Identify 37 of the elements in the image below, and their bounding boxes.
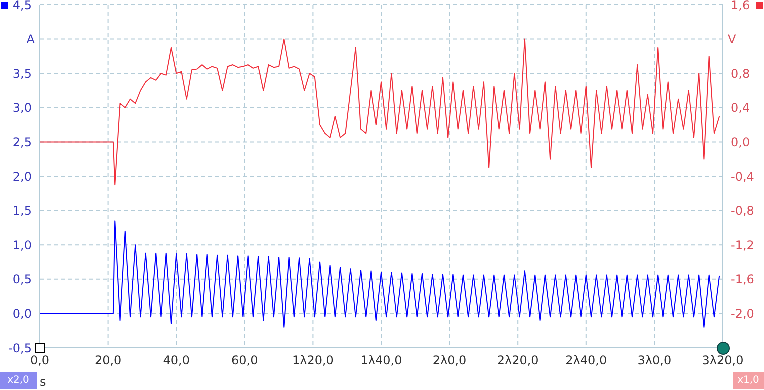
y2-tick-label: 1,6 [731, 0, 750, 12]
x-axis-title: s [40, 375, 46, 389]
x-tick-label: 3λ20,0 [702, 354, 744, 368]
x-tick-label: 0,0 [30, 354, 50, 368]
x-tick-label: 1λ20,0 [292, 354, 334, 368]
y2-tick-label: -1,2 [731, 238, 754, 252]
y-tick-label: 0,0 [12, 306, 32, 321]
y-tick-label: 0,5 [12, 272, 32, 287]
x-tick-label: 40,0 [163, 354, 190, 368]
y2-axis-title: V [728, 32, 737, 46]
y2-tick-label: -0,8 [731, 204, 754, 218]
y2-tick-label: -1,6 [731, 272, 754, 287]
x-tick-label: 2λ20,0 [497, 354, 539, 368]
y2-tick-label: 0,4 [731, 101, 750, 116]
x-tick-label: 1λ40,0 [360, 354, 402, 368]
text: x1,0 [733, 372, 764, 389]
line-series [40, 220, 720, 328]
y-tick-label: 2,0 [12, 170, 32, 184]
y-tick-label: 2,5 [12, 135, 32, 150]
y-axis-title: A [26, 32, 36, 46]
y-tick-label: 3,5 [12, 66, 32, 81]
y2-tick-label: -2,0 [731, 306, 754, 321]
x-tick-label: 2λ40,0 [566, 354, 608, 368]
line-series [40, 38, 720, 186]
x-tick-label: 20,0 [94, 354, 122, 368]
y-tick-label: 4,5 [12, 0, 32, 12]
x-tick-label: 2λ0,0 [432, 354, 467, 368]
y-tick-label: 1,5 [12, 204, 32, 218]
text: x2,0 [0, 372, 37, 389]
y2-tick-label: 0,8 [731, 66, 750, 81]
x-tick-label: 3λ0,0 [638, 354, 672, 368]
y2-tick-label: 0,0 [731, 135, 750, 150]
y-tick-label: 1,0 [12, 238, 32, 252]
y-tick-label: 3,0 [12, 101, 32, 116]
y2-tick-label: -0,4 [731, 170, 754, 184]
x-tick-label: 60,0 [232, 354, 258, 368]
y-tick-label: -0,5 [8, 341, 32, 356]
